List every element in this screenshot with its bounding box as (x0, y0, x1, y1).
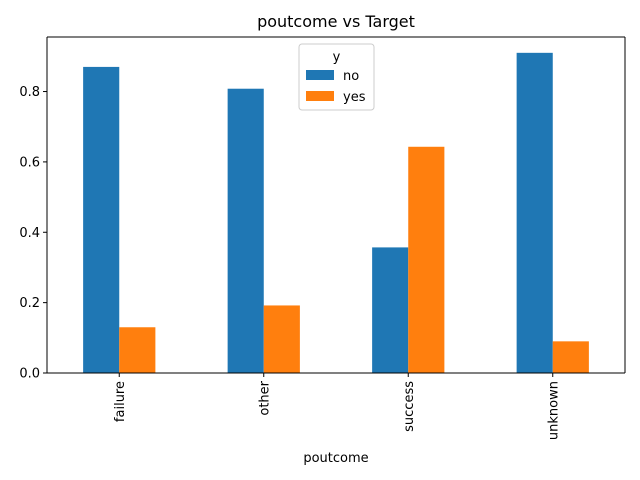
bar-yes-other (263, 305, 300, 373)
x-axis-label: poutcome (303, 451, 368, 466)
legend-label-no: no (343, 69, 359, 84)
y-tick-label: 0.6 (19, 155, 40, 170)
legend-title: y (333, 50, 341, 65)
x-tick-label: failure (113, 381, 128, 422)
bar-no-failure (83, 66, 120, 373)
x-tick-label: other (257, 380, 272, 415)
y-tick-label: 0.8 (19, 85, 40, 100)
axes-group: 0.0 0.2 0.4 0.6 0.8 failure other success unknow… (19, 36, 626, 440)
x-tick-label: unknown (546, 381, 561, 440)
y-tick-label: 0.0 (19, 367, 40, 382)
bar-no-other (227, 88, 264, 373)
bar-no-unknown (516, 52, 553, 373)
bar-yes-unknown (552, 341, 589, 373)
y-tick-label: 0.2 (19, 296, 40, 311)
bars-group (83, 52, 589, 373)
chart-title: poutcome vs Target (257, 12, 415, 31)
y-tick-label: 0.4 (19, 226, 40, 241)
legend: yno yes (298, 43, 375, 111)
legend-swatch-no (306, 70, 334, 80)
bar-no-success (372, 247, 409, 373)
x-tick-label: success (402, 381, 417, 432)
legend-swatch-yes (306, 91, 334, 101)
legend-label-yes: yes (343, 90, 366, 105)
bar-yes-success (408, 146, 445, 373)
bar-yes-failure (119, 327, 156, 373)
